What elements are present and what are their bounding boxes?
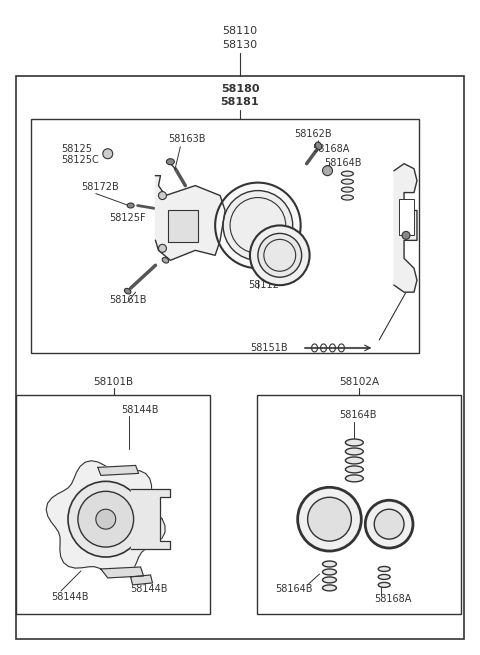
- Ellipse shape: [323, 577, 336, 583]
- Ellipse shape: [346, 448, 363, 455]
- Text: 58125C: 58125C: [61, 155, 99, 164]
- Circle shape: [96, 509, 116, 529]
- Circle shape: [308, 497, 351, 541]
- Ellipse shape: [341, 179, 353, 184]
- Polygon shape: [131, 575, 153, 585]
- Text: 58164B: 58164B: [339, 409, 377, 420]
- Bar: [31, 119, 419, 353]
- Ellipse shape: [315, 142, 322, 149]
- Circle shape: [158, 191, 167, 200]
- Text: 58101B: 58101B: [94, 377, 134, 386]
- Circle shape: [103, 149, 113, 159]
- Circle shape: [323, 166, 333, 176]
- Ellipse shape: [323, 561, 336, 567]
- Text: 58151B: 58151B: [250, 343, 288, 353]
- Text: 58110: 58110: [222, 26, 258, 36]
- Ellipse shape: [346, 457, 363, 464]
- Text: 58161B: 58161B: [109, 295, 146, 305]
- Text: 58144B: 58144B: [131, 584, 168, 594]
- Circle shape: [374, 509, 404, 539]
- Bar: [399, 198, 414, 235]
- Text: 58102A: 58102A: [339, 377, 379, 386]
- Ellipse shape: [162, 257, 168, 263]
- Text: 58168A: 58168A: [312, 143, 350, 154]
- Ellipse shape: [124, 288, 131, 294]
- Ellipse shape: [127, 203, 134, 208]
- Circle shape: [365, 500, 413, 548]
- Polygon shape: [98, 466, 139, 476]
- Bar: [16, 395, 210, 614]
- Text: 58181: 58181: [221, 97, 259, 107]
- Bar: [257, 395, 461, 614]
- Text: 58168A: 58168A: [374, 594, 411, 604]
- Ellipse shape: [378, 582, 390, 588]
- Circle shape: [158, 244, 167, 252]
- Ellipse shape: [167, 159, 174, 164]
- Ellipse shape: [346, 439, 363, 446]
- Circle shape: [250, 225, 310, 285]
- Text: 58180: 58180: [221, 84, 259, 94]
- Text: 58144B: 58144B: [51, 592, 89, 602]
- Text: 58130: 58130: [222, 40, 258, 50]
- Polygon shape: [156, 176, 225, 260]
- Ellipse shape: [346, 475, 363, 482]
- Ellipse shape: [346, 466, 363, 473]
- Ellipse shape: [378, 567, 390, 571]
- Polygon shape: [394, 164, 417, 292]
- Circle shape: [215, 183, 300, 269]
- Bar: [168, 210, 198, 242]
- Bar: [16, 76, 464, 639]
- Text: 58112: 58112: [248, 280, 279, 290]
- Ellipse shape: [341, 171, 353, 176]
- Text: 58164B: 58164B: [275, 584, 312, 594]
- Ellipse shape: [378, 574, 390, 580]
- Text: 58162B: 58162B: [295, 129, 332, 139]
- Circle shape: [223, 191, 293, 260]
- Ellipse shape: [323, 569, 336, 575]
- Ellipse shape: [341, 195, 353, 200]
- Polygon shape: [46, 460, 165, 577]
- Circle shape: [298, 487, 361, 551]
- Ellipse shape: [341, 187, 353, 192]
- Text: 58164B: 58164B: [324, 158, 362, 168]
- Circle shape: [402, 231, 410, 239]
- Text: 58163B: 58163B: [168, 134, 206, 144]
- Text: 58125: 58125: [61, 143, 92, 154]
- Text: 58172B: 58172B: [81, 181, 119, 192]
- Circle shape: [68, 481, 144, 557]
- Circle shape: [258, 233, 301, 277]
- Text: 58144B: 58144B: [120, 405, 158, 415]
- Ellipse shape: [323, 585, 336, 591]
- Polygon shape: [131, 489, 170, 549]
- Polygon shape: [101, 567, 144, 578]
- Circle shape: [78, 491, 133, 547]
- Text: 58125F: 58125F: [109, 214, 145, 223]
